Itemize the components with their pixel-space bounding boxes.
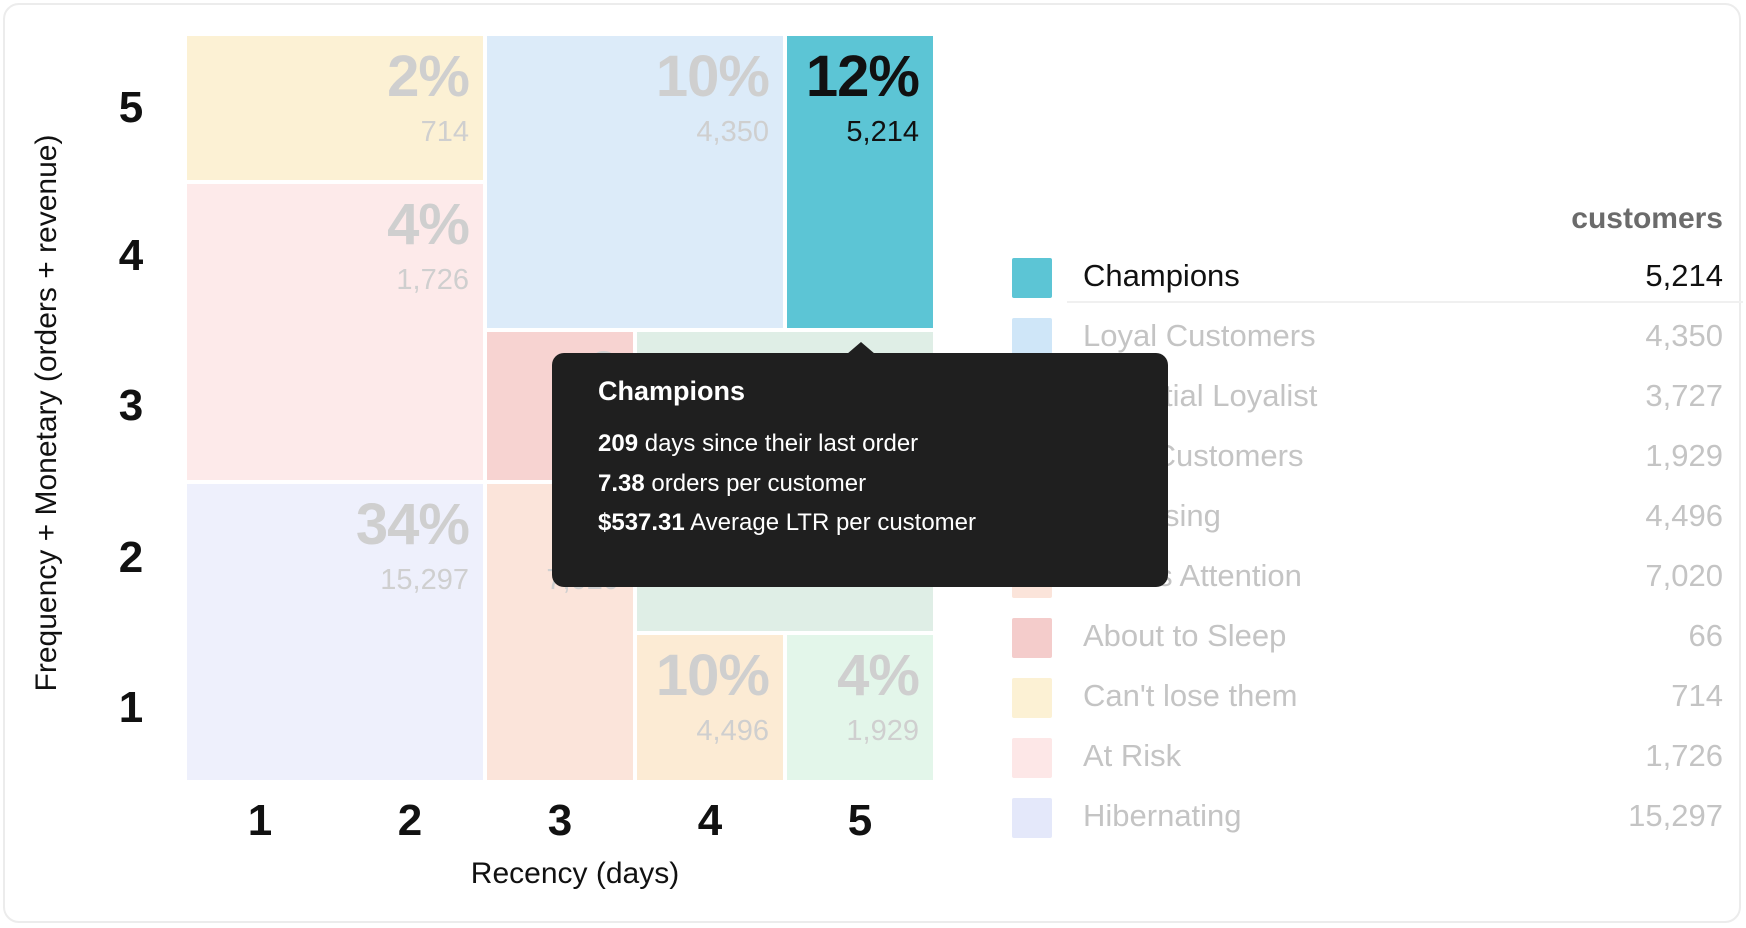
tooltip-orders-text: orders per customer (644, 470, 867, 497)
legend-item-name: About to Sleep (1083, 618, 1287, 653)
legend-divider (1067, 301, 1743, 303)
legend-item-value: 4,350 (1645, 318, 1723, 353)
tooltip-ltr-value: $537.31 (598, 509, 685, 536)
legend-item-value: 3,727 (1645, 378, 1723, 413)
segment-count: 5,214 (846, 116, 919, 148)
legend-item-value: 1,726 (1645, 738, 1723, 773)
legend-swatch (1012, 798, 1052, 838)
segment-new-customers[interactable]: 4% 1,929 (785, 633, 935, 782)
legend-item-value: 714 (1671, 678, 1723, 713)
legend-item-name: Loyal Customers (1083, 318, 1316, 353)
segment-count: 1,726 (396, 264, 469, 296)
segment-percent: 10% (655, 643, 770, 708)
legend-item[interactable]: Loyal Customers 4,350 (1005, 304, 1723, 364)
segment-hibernating[interactable]: 34% 15,297 (185, 482, 485, 782)
tooltip-ltr-text: Average LTR per customer (684, 509, 977, 536)
segment-count: 714 (420, 116, 469, 148)
tooltip-title: Champions (598, 376, 746, 406)
tooltip-orders-value: 7.38 (598, 470, 645, 497)
tooltip-line-orders: 7.38 orders per customer (598, 467, 866, 501)
legend-swatch (1012, 318, 1052, 358)
y-tick-1: 1 (118, 682, 144, 732)
legend-item-name: Can't lose them (1083, 678, 1298, 713)
segment-percent: 4% (387, 192, 470, 257)
tooltip-arrow (847, 342, 875, 354)
y-axis-label: Frequency + Monetary (orders + revenue) (30, 134, 63, 692)
legend-item[interactable]: Hibernating 15,297 (1005, 784, 1723, 844)
legend-swatch (1012, 678, 1052, 718)
y-tick-2: 2 (118, 532, 144, 582)
legend-item-value: 4,496 (1645, 498, 1723, 533)
y-tick-3: 3 (118, 381, 144, 430)
legend-item-name: At Risk (1083, 738, 1182, 773)
tooltip-line-days: 209 days since their last order (598, 427, 918, 461)
y-tick-5: 5 (118, 83, 144, 132)
segment-percent: 12% (805, 44, 920, 109)
x-axis-label: Recency (days) (470, 857, 680, 890)
legend-header: customers (1571, 202, 1723, 235)
segment-count: 4,496 (696, 715, 769, 747)
legend-item-value: 5,214 (1645, 258, 1723, 293)
legend-item-name: Hibernating (1083, 798, 1242, 833)
legend-item[interactable]: Can't lose them 714 (1005, 664, 1723, 724)
tooltip-days-value: 209 (598, 430, 639, 457)
x-tick-3: 3 (547, 796, 573, 845)
chart-card: 2%7144%1,72634%15,29710%4,35012%5,214066… (3, 3, 1743, 923)
segment-count: 1,929 (846, 715, 919, 747)
segment-count: 4,350 (696, 116, 769, 148)
legend-swatch (1012, 618, 1052, 658)
tooltip-days-text: days since their last order (638, 430, 919, 457)
segment-percent: 10% (655, 44, 770, 109)
tooltip-line-ltr: $537.31 Average LTR per customer (598, 506, 976, 540)
legend-swatch (1012, 258, 1052, 298)
segment-percent: 2% (387, 44, 470, 109)
segment-count: 15,297 (380, 564, 469, 596)
legend-item[interactable]: About to Sleep 66 (1005, 604, 1723, 664)
legend-item-value: 66 (1688, 618, 1723, 653)
x-tick-4: 4 (697, 796, 723, 845)
segment-percent: 34% (355, 492, 470, 557)
legend-item-value: 1,929 (1645, 438, 1723, 473)
legend-item-value: 7,020 (1645, 558, 1723, 593)
x-tick-2: 2 (397, 796, 423, 845)
legend-item-name: Champions (1083, 258, 1240, 293)
segment-percent: 4% (837, 643, 920, 708)
segment-at-risk[interactable]: 4% 1,726 (185, 182, 485, 482)
legend-swatch (1012, 738, 1052, 778)
segment-champions[interactable]: 12% 5,214 (785, 34, 935, 330)
tooltip: Champions 209 days since their last orde… (552, 353, 1168, 587)
x-tick-5: 5 (847, 796, 873, 845)
segment-promising[interactable]: 10% 4,496 (635, 633, 785, 782)
legend-item[interactable]: At Risk 1,726 (1005, 724, 1723, 784)
legend-item-value: 15,297 (1628, 798, 1723, 833)
y-tick-4: 4 (118, 231, 144, 280)
segment-cant-lose-them[interactable]: 2% 714 (185, 34, 485, 182)
legend-item[interactable]: Champions 5,214 (1005, 244, 1723, 304)
x-tick-1: 1 (247, 796, 273, 845)
segment-loyal-customers[interactable]: 10% 4,350 (485, 34, 785, 330)
